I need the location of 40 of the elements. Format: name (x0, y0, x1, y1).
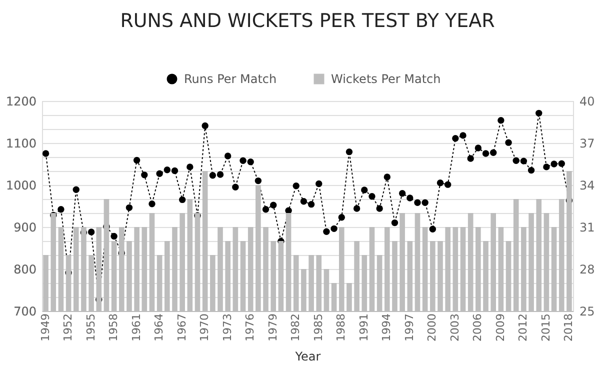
x-tick-label: 1976 (244, 314, 257, 342)
x-tick-label: 1985 (312, 314, 325, 342)
chart-title: RUNS AND WICKETS PER TEST BY YEAR (120, 10, 495, 32)
y-tick-label: 1100 (6, 136, 36, 150)
x-tick-label: 1949 (38, 314, 52, 342)
y-tick-label: 900 (14, 220, 36, 234)
y2-tick-label: 40 (580, 94, 595, 108)
x-tick-label: 1991 (357, 314, 370, 342)
x-tick-label: 2003 (448, 314, 462, 342)
x-tick-label: 2006 (471, 314, 484, 342)
legend-label: Wickets Per Match (331, 72, 441, 86)
y-tick-label: 700 (14, 304, 36, 318)
x-tick-label: 1973 (220, 314, 234, 342)
x-tick-label: 1958 (107, 314, 120, 342)
y-tick-label: 800 (14, 262, 36, 276)
y2-tick-label: 31 (580, 220, 595, 234)
y-tick-label: 1000 (6, 178, 36, 192)
x-tick-label: 1982 (289, 314, 302, 342)
y2-tick-label: 25 (580, 304, 595, 318)
x-tick-label: 1994 (380, 314, 394, 342)
x-tick-label: 1955 (84, 314, 98, 342)
x-tick-label: 1964 (152, 314, 166, 342)
x-tick-label: 1997 (402, 314, 416, 342)
x-tick-label: 1961 (130, 314, 143, 342)
legend-label: Runs Per Match (184, 72, 277, 86)
x-tick-label: 1979 (266, 314, 280, 342)
y-tick-label: 1200 (6, 94, 36, 108)
x-tick-label: 2018 (562, 314, 576, 342)
x-axis-title: Year (294, 349, 321, 364)
y2-tick-label: 28 (580, 262, 595, 276)
x-tick-label: 1967 (175, 314, 188, 342)
x-tick-label: 2012 (516, 314, 530, 342)
x-tick-label: 2015 (539, 314, 552, 342)
x-tick-label: 2009 (494, 314, 507, 342)
x-tick-label: 1952 (62, 314, 75, 342)
x-tick-label: 1970 (198, 314, 212, 342)
x-tick-label: 2000 (426, 314, 439, 342)
y2-tick-label: 34 (580, 178, 595, 192)
y2-tick-label: 37 (580, 136, 595, 150)
x-tick-label: 1988 (334, 314, 348, 342)
